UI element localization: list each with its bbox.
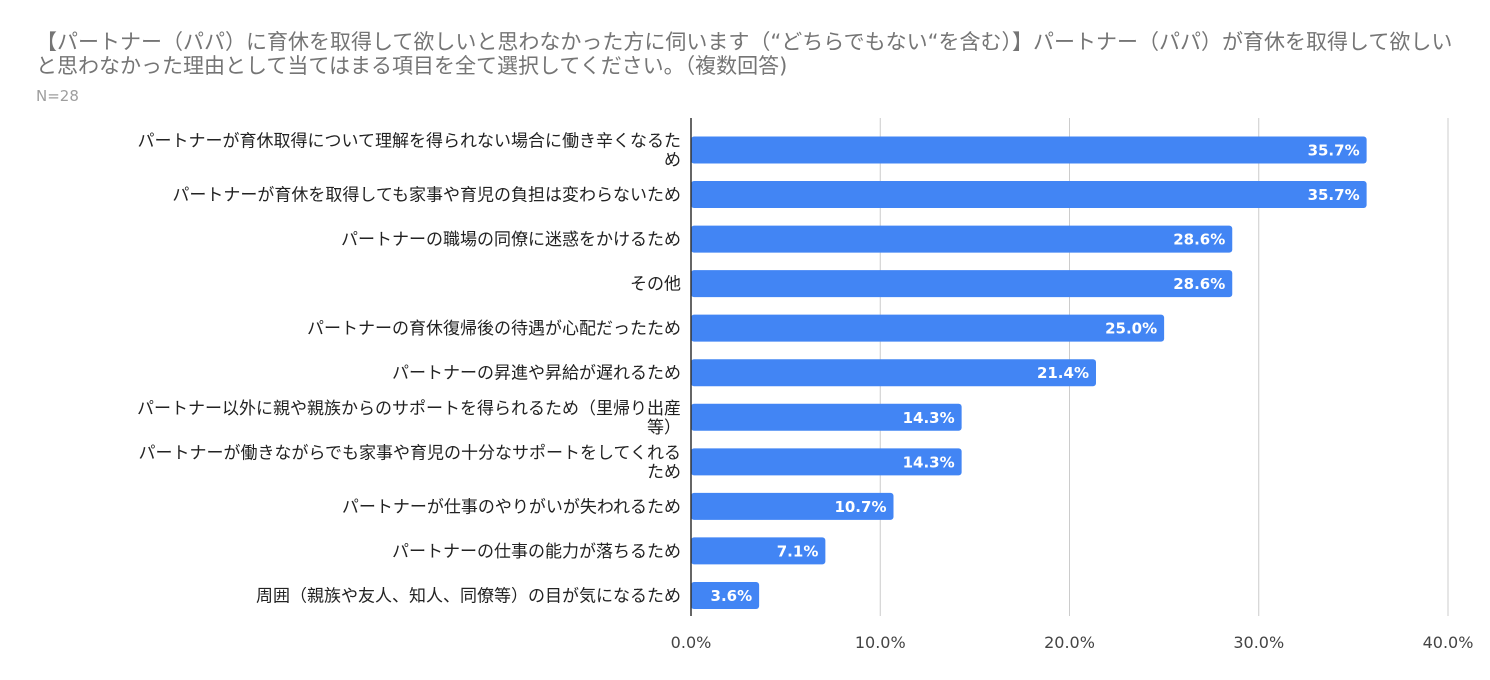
category-label-line: ため: [647, 462, 681, 482]
category-label: 周囲（親族や友人、知人、同僚等）の目が気になるため: [256, 586, 681, 606]
category-label-line: パートナーが働きながらでも家事や育児の十分なサポートをしてくれる: [139, 443, 681, 463]
category-label-line: 等）: [647, 418, 681, 438]
bar: [691, 492, 894, 520]
category-label: パートナーの育休復帰後の待遇が心配だったため: [307, 319, 681, 339]
data-label: 14.3%: [903, 409, 955, 427]
bar: [691, 581, 760, 609]
category-label-line: パートナーの育休復帰後の待遇が心配だったため: [307, 319, 681, 339]
category-label: その他: [630, 275, 681, 295]
category-label-line: め: [664, 151, 681, 171]
category-label-line: パートナーの職場の同僚に迷惑をかけるため: [341, 230, 681, 250]
x-tick-label: 0.0%: [671, 633, 712, 652]
bar: [691, 314, 1165, 342]
category-label-line: その他: [630, 275, 681, 295]
category-label-line: パートナーが育休取得について理解を得られない場合に働き辛くなるた: [138, 132, 682, 152]
data-label: 35.7%: [1308, 142, 1360, 160]
category-label: パートナーの昇進や昇給が遅れるため: [392, 364, 681, 384]
category-label: パートナーが育休取得について理解を得られない場合に働き辛くなるため: [138, 132, 682, 171]
data-label: 35.7%: [1308, 186, 1360, 204]
bar: [691, 225, 1233, 253]
data-label: 28.6%: [1173, 231, 1225, 249]
bar: [691, 181, 1367, 209]
chart-title: 【パートナー（パパ）に育休を取得して欲しいと思わなかった方に伺います（“どちらで…: [36, 30, 1453, 78]
category-label: パートナーが仕事のやりがいが失われるため: [342, 497, 681, 517]
x-tick-label: 40.0%: [1423, 633, 1474, 652]
x-tick-label: 20.0%: [1044, 633, 1095, 652]
category-label-line: パートナーの仕事の能力が落ちるため: [392, 542, 681, 562]
category-label: パートナーの職場の同僚に迷惑をかけるため: [341, 230, 681, 250]
bar: [691, 136, 1367, 164]
category-label-line: パートナー以外に親や親族からのサポートを得られるため（里帰り出産: [137, 399, 681, 419]
x-tick-label: 30.0%: [1233, 633, 1284, 652]
data-label: 3.6%: [711, 587, 753, 605]
bar: [691, 359, 1096, 387]
category-label-line: 周囲（親族や友人、知人、同僚等）の目が気になるため: [256, 586, 681, 606]
data-label: 14.3%: [903, 453, 955, 471]
data-label: 28.6%: [1173, 275, 1225, 293]
bar: [691, 403, 962, 431]
data-label: 25.0%: [1105, 320, 1157, 338]
category-label: パートナー以外に親や親族からのサポートを得られるため（里帰り出産等）: [137, 399, 681, 438]
data-label: 10.7%: [834, 498, 886, 516]
x-tick-label: 10.0%: [855, 633, 906, 652]
data-label: 7.1%: [777, 542, 819, 560]
category-label-line: パートナーの昇進や昇給が遅れるため: [392, 364, 681, 384]
category-label: パートナーが働きながらでも家事や育児の十分なサポートをしてくれるため: [139, 443, 681, 482]
labels: 0.0% 10.0% 20.0% 30.0% 40.0% 35.7% パートナーが育休取得に…: [137, 132, 1473, 653]
category-label-line: パートナーが育休を取得しても家事や育児の負担は変わらないため: [172, 186, 681, 206]
category-label-line: パートナーが仕事のやりがいが失われるため: [342, 497, 681, 517]
category-label: パートナーの仕事の能力が落ちるため: [392, 542, 681, 562]
bar: [691, 270, 1233, 298]
bar: [691, 448, 962, 476]
bar: [691, 537, 826, 565]
bars: [691, 136, 1367, 609]
data-label: 21.4%: [1037, 364, 1089, 382]
chart-subtitle: N=28: [36, 87, 79, 105]
category-label: パートナーが育休を取得しても家事や育児の負担は変わらないため: [172, 186, 681, 206]
